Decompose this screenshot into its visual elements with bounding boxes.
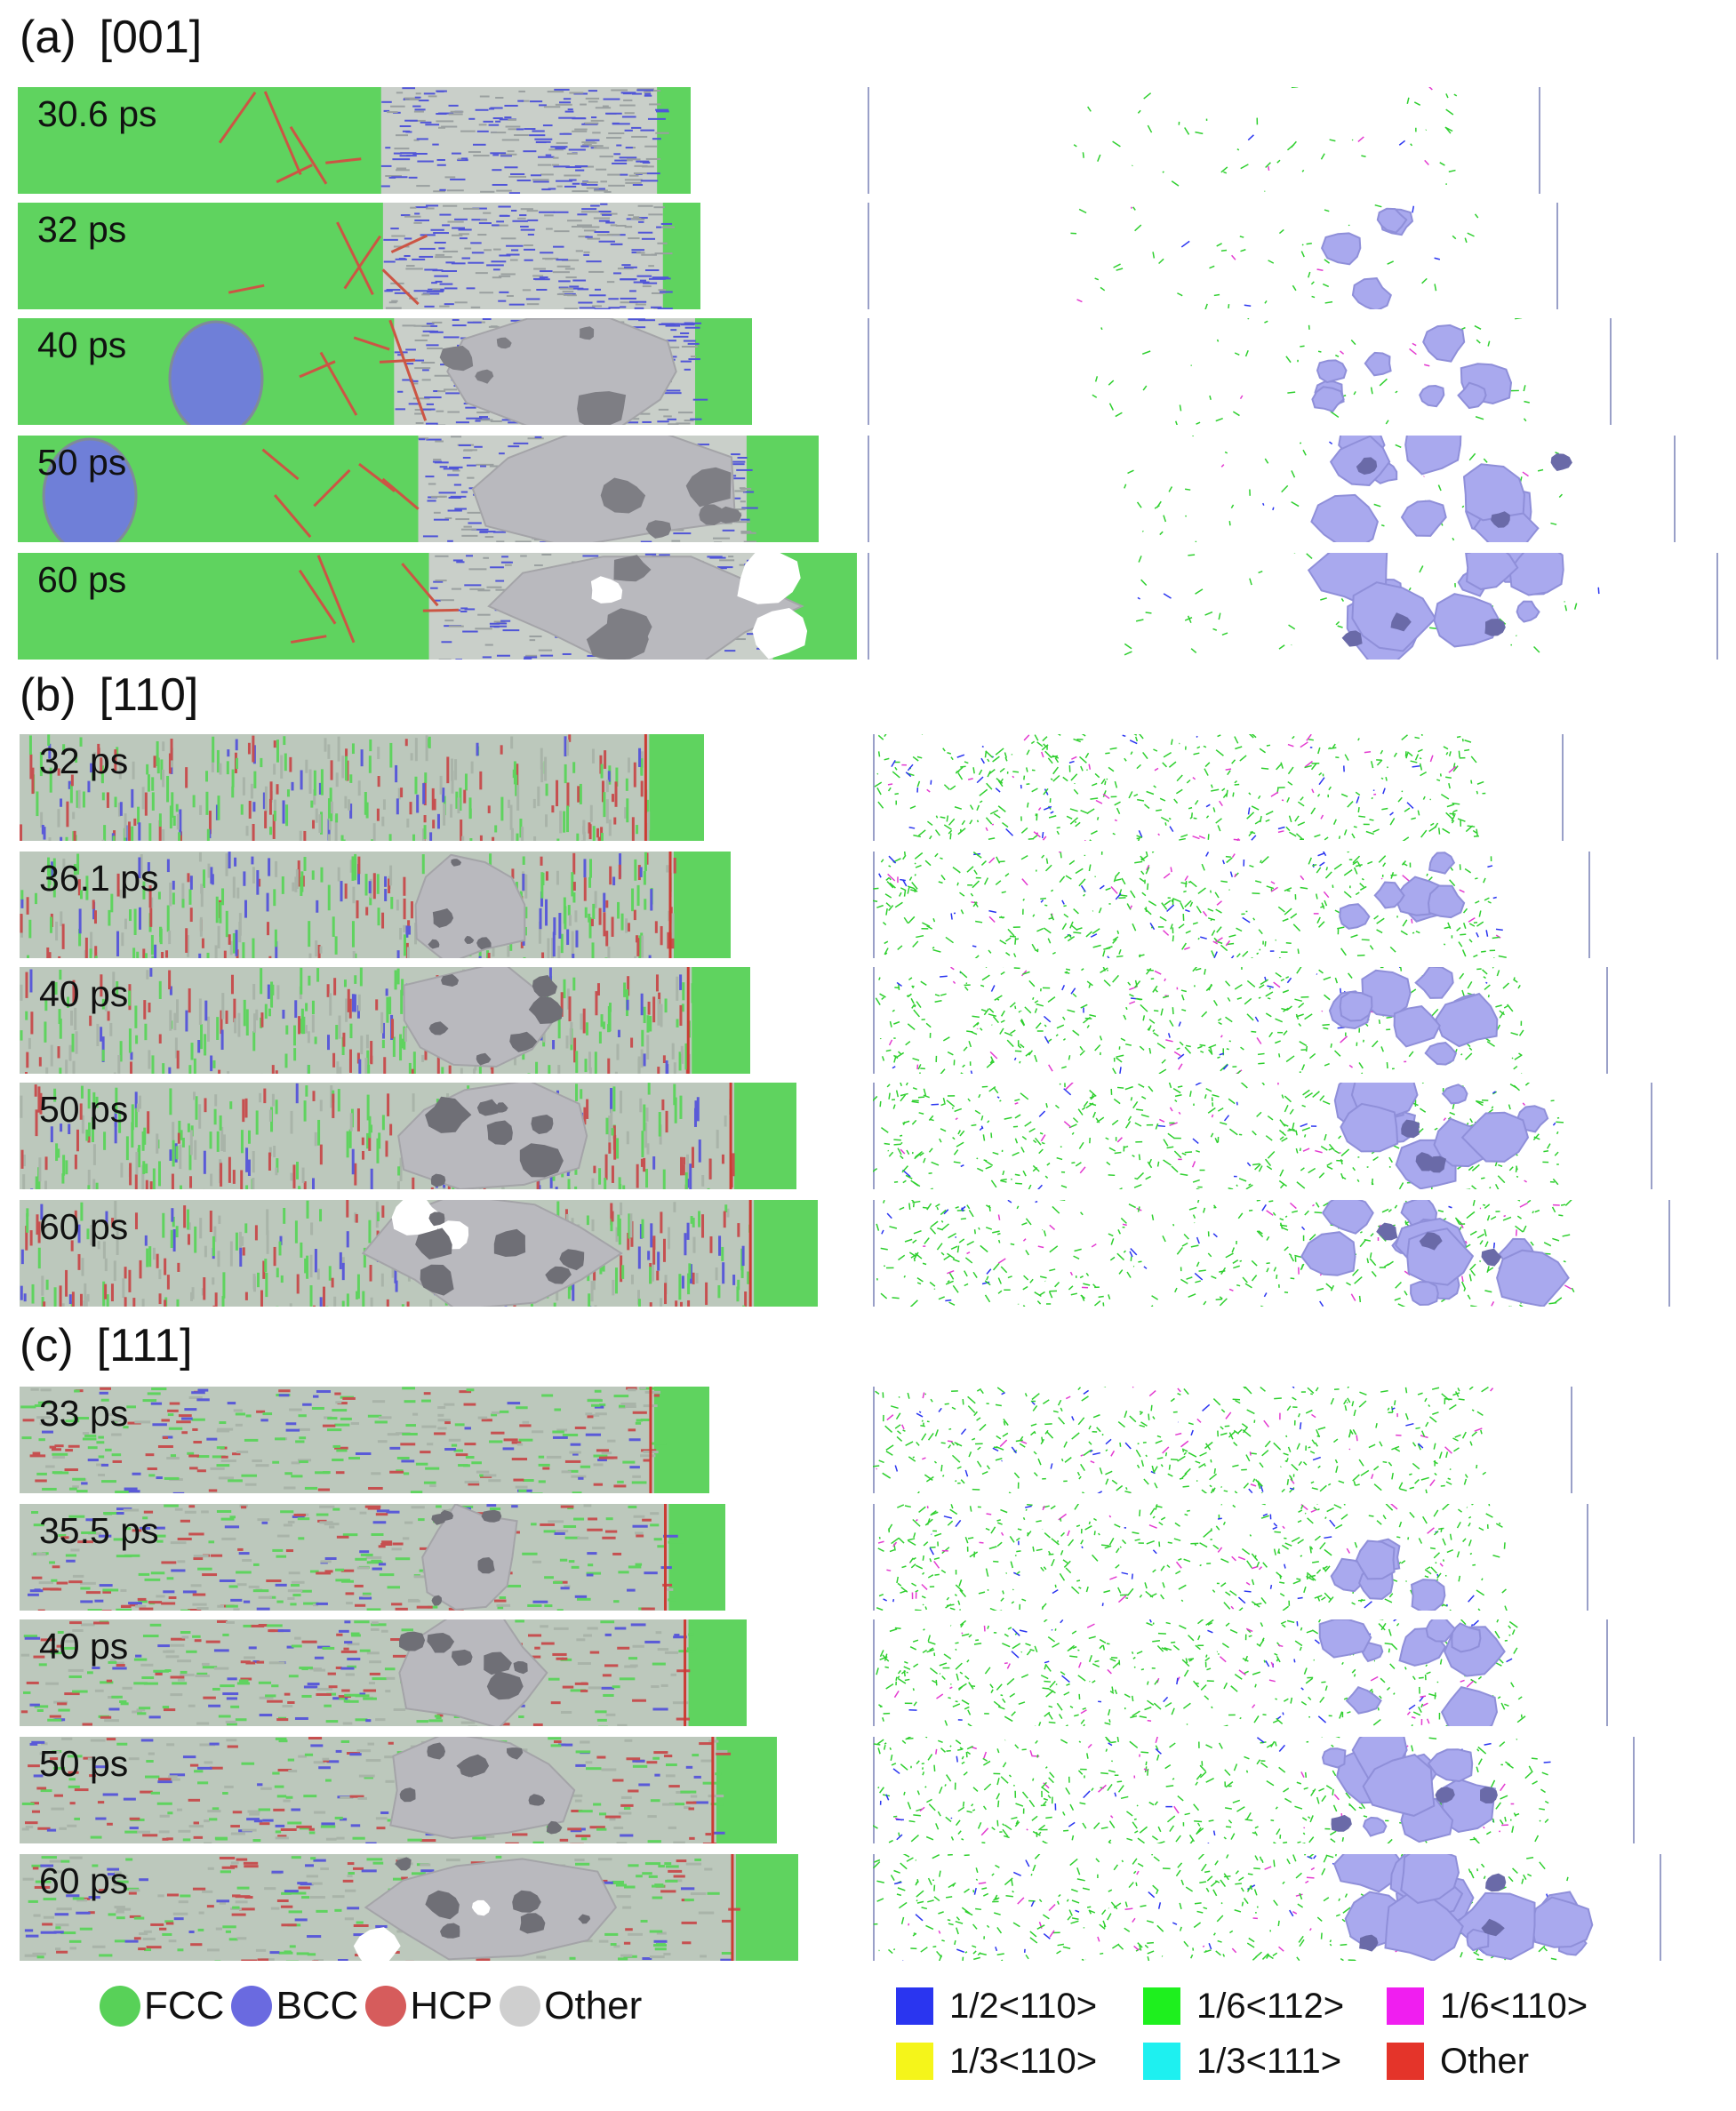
section-label-b: (b) [110] bbox=[20, 672, 198, 718]
legend-item-half-110: 1/2<110> bbox=[896, 1987, 1143, 2027]
legend-label: Other bbox=[544, 1984, 643, 2027]
blue-square-icon bbox=[896, 1987, 933, 2025]
atom-strip-c-1: 33 ps bbox=[20, 1387, 709, 1493]
magenta-square-icon bbox=[1387, 1987, 1424, 2025]
legend-label: 1/6<112> bbox=[1196, 1986, 1345, 2026]
dislocation-panel-b-5 bbox=[873, 1200, 1673, 1307]
section-label-a: (a) [001] bbox=[20, 14, 202, 60]
dislocation-legend: 1/2<110> 1/6<112> 1/6<110> 1/3<110> 1/3<… bbox=[896, 1979, 1714, 2089]
legend-item-fcc: FCC bbox=[100, 1984, 224, 2028]
dislocation-panel-b-2 bbox=[873, 852, 1593, 958]
fcc-dot-icon bbox=[100, 1986, 140, 2027]
other-dot-icon bbox=[500, 1986, 541, 2027]
dislocation-panel-c-5 bbox=[873, 1854, 1664, 1961]
section-direction-a: [001] bbox=[99, 12, 203, 63]
dislocation-panel-a-1 bbox=[868, 87, 1543, 194]
atom-strip-c-4: 50 ps bbox=[20, 1737, 777, 1843]
legend-label: Other bbox=[1440, 2041, 1530, 2081]
dislocation-panel-c-4 bbox=[873, 1737, 1637, 1843]
time-label: 32 ps bbox=[37, 209, 127, 250]
time-label: 40 ps bbox=[39, 973, 129, 1014]
legend-item-other-disloc: Other bbox=[1387, 2042, 1634, 2082]
section-direction-b: [110] bbox=[99, 669, 199, 721]
legend-item-other: Other bbox=[500, 1984, 642, 2028]
dislocation-panel-b-3 bbox=[873, 967, 1611, 1074]
time-label: 36.1 ps bbox=[39, 858, 159, 899]
legend-item-third-110: 1/3<110> bbox=[896, 2042, 1143, 2082]
time-label: 60 ps bbox=[39, 1860, 129, 1901]
dislocation-panel-c-1 bbox=[873, 1387, 1575, 1493]
legend-label: 1/6<110> bbox=[1440, 1986, 1588, 2026]
legend-item-sixth-110: 1/6<110> bbox=[1387, 1987, 1634, 2027]
time-label: 35.5 ps bbox=[39, 1510, 159, 1551]
dislocation-panel-b-1 bbox=[873, 734, 1566, 841]
green-square-icon bbox=[1143, 1987, 1180, 2025]
red-square-icon bbox=[1387, 2043, 1424, 2080]
dislocation-panel-b-4 bbox=[873, 1083, 1655, 1189]
section-letter-a: (a) bbox=[20, 12, 76, 63]
dislocation-panel-a-5 bbox=[868, 553, 1721, 660]
atom-strip-c-5: 60 ps bbox=[20, 1854, 798, 1961]
time-label: 33 ps bbox=[39, 1393, 129, 1434]
time-label: 32 ps bbox=[39, 740, 129, 781]
cyan-square-icon bbox=[1143, 2043, 1180, 2080]
dislocation-panel-a-2 bbox=[868, 203, 1561, 309]
legend-label: HCP bbox=[410, 1984, 493, 2027]
time-label: 40 ps bbox=[39, 1626, 129, 1667]
legend-item-third-111: 1/3<111> bbox=[1143, 2042, 1387, 2082]
legend-label: 1/3<110> bbox=[949, 2041, 1098, 2081]
section-letter-c: (c) bbox=[20, 1320, 74, 1371]
legend-label: 1/3<111> bbox=[1196, 2041, 1342, 2081]
legend-label: FCC bbox=[144, 1984, 225, 2027]
atom-strip-b-3: 40 ps bbox=[20, 967, 750, 1074]
atom-strip-c-2: 35.5 ps bbox=[20, 1504, 725, 1611]
time-label: 50 ps bbox=[39, 1743, 129, 1784]
legend-label: BCC bbox=[276, 1984, 359, 2027]
atom-strip-a-2: 32 ps bbox=[18, 203, 700, 309]
atom-strip-a-4: 50 ps bbox=[18, 436, 819, 542]
structure-legend: FCC BCC HCP Other bbox=[100, 1984, 649, 2028]
dislocation-panel-c-3 bbox=[873, 1619, 1611, 1726]
atom-strip-a-5: 60 ps bbox=[18, 553, 857, 660]
atom-strip-b-2: 36.1 ps bbox=[20, 852, 731, 958]
yellow-square-icon bbox=[896, 2043, 933, 2080]
atom-strip-b-4: 50 ps bbox=[20, 1083, 796, 1189]
legend-item-hcp: HCP bbox=[365, 1984, 492, 2028]
atom-strip-a-1: 30.6 ps bbox=[18, 87, 691, 194]
dislocation-panel-a-4 bbox=[868, 436, 1678, 542]
bcc-dot-icon bbox=[231, 1986, 273, 2027]
dislocation-panel-c-2 bbox=[873, 1504, 1591, 1611]
legend-item-bcc: BCC bbox=[231, 1984, 358, 2028]
time-label: 40 ps bbox=[37, 324, 127, 365]
section-label-c: (c) [111] bbox=[20, 1323, 193, 1369]
legend-label: 1/2<110> bbox=[949, 1986, 1098, 2026]
section-direction-c: [111] bbox=[96, 1320, 193, 1371]
section-letter-b: (b) bbox=[20, 669, 76, 721]
atom-strip-b-5: 60 ps bbox=[20, 1200, 818, 1307]
dislocation-panel-a-3 bbox=[868, 318, 1614, 425]
time-label: 30.6 ps bbox=[37, 93, 157, 134]
atom-strip-a-3: 40 ps bbox=[18, 318, 752, 425]
time-label: 60 ps bbox=[39, 1206, 129, 1247]
time-label: 50 ps bbox=[37, 442, 127, 483]
time-label: 50 ps bbox=[39, 1089, 129, 1130]
time-label: 60 ps bbox=[37, 559, 127, 600]
legend-item-sixth-112: 1/6<112> bbox=[1143, 1987, 1387, 2027]
atom-strip-c-3: 40 ps bbox=[20, 1619, 747, 1726]
atom-strip-b-1: 32 ps bbox=[20, 734, 704, 841]
hcp-dot-icon bbox=[365, 1986, 407, 2027]
